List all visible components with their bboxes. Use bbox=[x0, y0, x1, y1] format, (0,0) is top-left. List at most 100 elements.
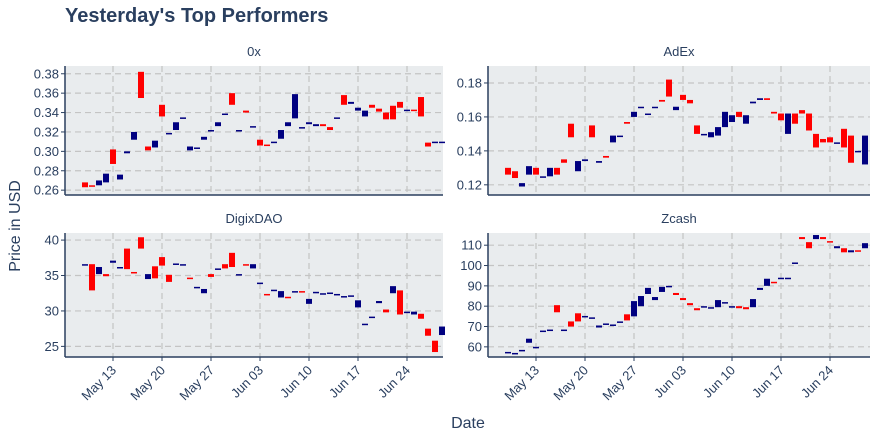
candle bbox=[166, 132, 172, 135]
y-tick-label: 25 bbox=[45, 339, 59, 354]
candle bbox=[404, 109, 410, 112]
candle bbox=[813, 235, 819, 240]
candle bbox=[722, 302, 728, 304]
facet-title: AdEx bbox=[663, 44, 695, 59]
candle bbox=[554, 167, 560, 175]
candle bbox=[334, 293, 340, 296]
candle bbox=[103, 173, 109, 183]
candle bbox=[792, 262, 798, 264]
candle bbox=[533, 346, 539, 349]
candle bbox=[411, 109, 417, 112]
candle bbox=[785, 113, 791, 134]
candle bbox=[624, 314, 630, 321]
candle bbox=[673, 292, 679, 295]
candle bbox=[306, 122, 312, 125]
candle bbox=[110, 260, 116, 263]
candle bbox=[848, 250, 854, 253]
candle bbox=[610, 324, 616, 326]
y-tick-label: 0.30 bbox=[34, 144, 59, 159]
candle bbox=[715, 127, 721, 136]
candle bbox=[425, 142, 431, 147]
y-axis-title: Price in USD bbox=[7, 180, 24, 272]
candle bbox=[229, 252, 235, 268]
candle bbox=[180, 117, 186, 119]
candle bbox=[271, 289, 277, 292]
x-tick-label: Jun 10 bbox=[700, 363, 738, 401]
candle bbox=[799, 110, 805, 114]
candle bbox=[547, 329, 553, 332]
x-tick-label: May 20 bbox=[127, 363, 168, 404]
candle bbox=[96, 267, 102, 275]
candle bbox=[582, 159, 588, 162]
candle bbox=[750, 299, 756, 308]
candle bbox=[131, 271, 137, 274]
candle bbox=[299, 291, 305, 293]
candle bbox=[505, 351, 511, 354]
candle bbox=[827, 137, 833, 143]
candle bbox=[722, 111, 728, 128]
y-tick-label: 60 bbox=[468, 339, 482, 354]
candle bbox=[540, 330, 546, 333]
candle bbox=[813, 133, 819, 148]
candle bbox=[533, 167, 539, 175]
candle bbox=[526, 166, 532, 175]
candle bbox=[425, 328, 431, 336]
candle bbox=[299, 127, 305, 129]
x-axis-title: Date bbox=[451, 415, 485, 432]
candle bbox=[103, 274, 109, 277]
candle bbox=[341, 95, 347, 105]
candle bbox=[806, 242, 812, 249]
candle bbox=[778, 277, 784, 280]
candle bbox=[512, 352, 518, 355]
candle bbox=[771, 111, 777, 114]
candle bbox=[355, 300, 361, 308]
candle bbox=[82, 264, 88, 266]
candle bbox=[750, 101, 756, 104]
candle bbox=[285, 122, 291, 127]
candle bbox=[208, 274, 214, 277]
candle bbox=[694, 308, 700, 311]
candle bbox=[110, 149, 116, 164]
x-tick-label: May 27 bbox=[176, 363, 217, 404]
candle bbox=[117, 267, 123, 269]
candle bbox=[383, 309, 389, 313]
candle bbox=[841, 248, 847, 253]
y-tick-label: 0.38 bbox=[34, 66, 59, 81]
candle bbox=[568, 123, 574, 138]
candle bbox=[694, 125, 700, 134]
panel-background bbox=[65, 233, 443, 357]
candle bbox=[729, 115, 735, 123]
candle bbox=[785, 277, 791, 280]
candle bbox=[278, 291, 284, 298]
y-tick-label: 0.36 bbox=[34, 86, 59, 101]
y-tick-label: 0.26 bbox=[34, 183, 59, 198]
candle bbox=[554, 305, 560, 313]
candle bbox=[652, 106, 658, 109]
candle bbox=[645, 113, 651, 116]
candle bbox=[201, 288, 207, 294]
candle bbox=[180, 264, 186, 266]
candle bbox=[701, 133, 707, 136]
candle bbox=[610, 135, 616, 143]
candle bbox=[264, 293, 270, 296]
candle bbox=[596, 161, 602, 163]
x-tick-label: Jun 03 bbox=[651, 363, 689, 401]
candle bbox=[264, 144, 270, 147]
candle bbox=[820, 138, 826, 143]
candle bbox=[138, 71, 144, 99]
panel-zcash: 60 70 80 90 100 110 May 13 May 20 May 27 Jun 03 Ju… bbox=[460, 211, 870, 403]
candle bbox=[855, 150, 861, 153]
x-tick-label: May 13 bbox=[78, 363, 119, 404]
candle bbox=[505, 167, 511, 175]
candle bbox=[313, 291, 319, 294]
candle bbox=[96, 180, 102, 186]
candle bbox=[257, 139, 263, 146]
candle bbox=[652, 297, 658, 301]
candle bbox=[708, 307, 714, 309]
candle bbox=[848, 135, 854, 163]
candle bbox=[313, 124, 319, 127]
panel-background bbox=[488, 66, 870, 195]
candle bbox=[568, 321, 574, 327]
candle bbox=[292, 291, 298, 293]
candle bbox=[638, 106, 644, 109]
